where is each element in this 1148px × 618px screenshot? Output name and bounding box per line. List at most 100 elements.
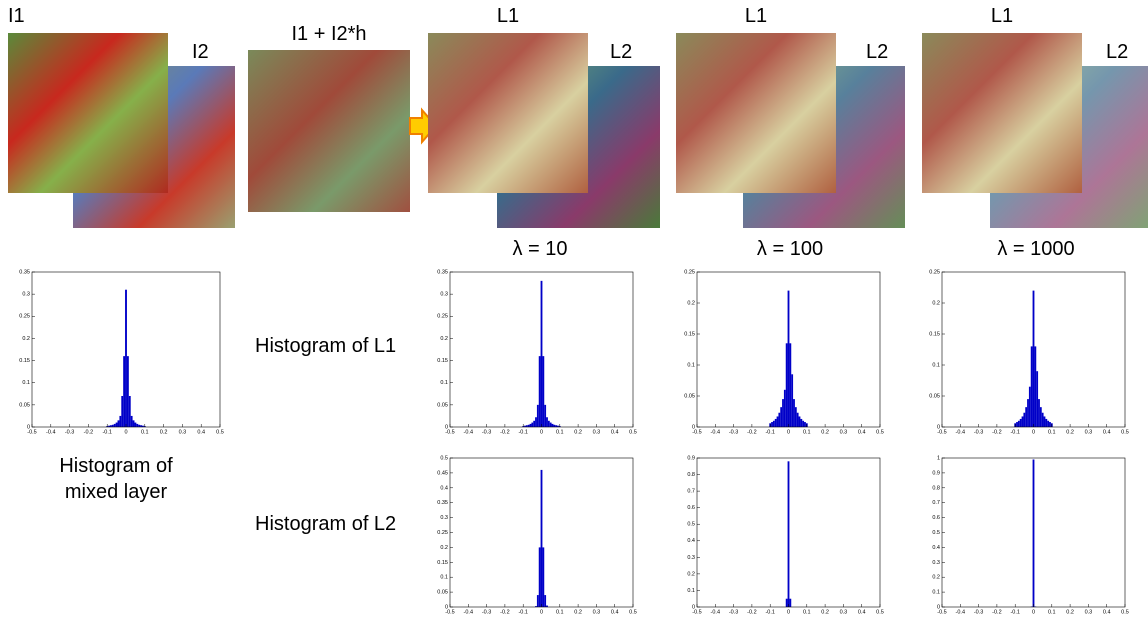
label: I1 (8, 5, 25, 27)
bar (785, 598, 788, 607)
bar (772, 420, 775, 427)
x-tick-label: 0.5 (876, 429, 884, 435)
y-tick-label: 0.3 (932, 560, 940, 566)
x-tick-label: -0.1 (518, 609, 527, 615)
bar (544, 595, 547, 607)
bar (119, 415, 122, 427)
x-tick-label: -0.2 (500, 429, 509, 435)
label: I1 + I2*h (291, 23, 366, 45)
bar (533, 420, 536, 427)
bar (1045, 418, 1048, 427)
bar (1034, 346, 1037, 427)
x-tick-label: 0.5 (1121, 609, 1129, 615)
x-tick-label: 0.1 (803, 609, 811, 615)
x-tick-label: -0.4 (711, 429, 720, 435)
y-tick-label: 0 (27, 424, 30, 430)
x-tick-label: -0.1 (765, 429, 774, 435)
x-tick-label: 0.3 (179, 429, 187, 435)
bar (785, 343, 788, 427)
x-tick-label: -0.5 (445, 429, 454, 435)
row-label: mixed layer (65, 481, 168, 503)
bar (547, 420, 550, 427)
image-i1 (8, 33, 168, 193)
x-tick-label: 0 (787, 609, 790, 615)
y-tick-label: 0.15 (437, 560, 448, 566)
y-tick-label: 0.15 (929, 331, 940, 337)
x-tick-label: -0.4 (464, 429, 473, 435)
y-tick-label: 0.05 (19, 402, 30, 408)
y-tick-label: 0.25 (19, 314, 30, 320)
bar (542, 547, 545, 607)
x-tick-label: 0.4 (858, 609, 866, 615)
bar (791, 374, 794, 427)
label: λ = 100 (757, 238, 823, 260)
x-tick-label: 0.4 (611, 609, 619, 615)
y-tick-label: 0.25 (437, 314, 448, 320)
x-tick-label: 0 (540, 429, 543, 435)
bar (536, 595, 539, 607)
bar (555, 425, 558, 427)
bar (804, 422, 806, 427)
x-tick-label: 0.3 (840, 429, 848, 435)
bar (549, 422, 552, 427)
bar (1032, 290, 1035, 427)
y-tick-label: 0.2 (932, 300, 940, 306)
x-tick-label: 0.5 (629, 609, 637, 615)
label: L2 (1106, 41, 1128, 63)
bar (1019, 418, 1022, 427)
bar (130, 415, 133, 427)
bar (115, 422, 118, 427)
bar (111, 424, 114, 427)
x-tick-label: -0.3 (482, 609, 491, 615)
y-tick-label: 0.05 (929, 393, 940, 399)
bar (538, 356, 541, 427)
x-tick-label: -0.1 (518, 429, 527, 435)
bar (123, 356, 126, 427)
bar (1049, 422, 1051, 427)
bar (782, 399, 784, 427)
y-tick-label: 0.25 (437, 530, 448, 536)
bar (117, 420, 120, 427)
y-tick-label: 0.4 (440, 485, 448, 491)
x-tick-label: 0.1 (556, 609, 564, 615)
x-tick-label: 0.1 (803, 429, 811, 435)
y-tick-label: 0 (692, 424, 695, 430)
label: λ = 10 (512, 238, 567, 260)
y-tick-label: 0.35 (437, 500, 448, 506)
bar (789, 598, 792, 607)
y-tick-label: 0.2 (932, 575, 940, 581)
x-tick-label: 0.3 (1085, 429, 1093, 435)
bar (796, 412, 799, 427)
bar (1021, 416, 1024, 427)
x-tick-label: -0.3 (974, 429, 983, 435)
bar (134, 422, 137, 427)
bar (525, 425, 528, 427)
label: L1 (497, 5, 519, 27)
bar (793, 399, 795, 427)
bar (1028, 386, 1031, 427)
y-tick-label: 0.5 (932, 530, 940, 536)
x-tick-label: 0.1 (556, 429, 564, 435)
bar (110, 425, 112, 427)
bar (141, 425, 144, 427)
y-tick-label: 0.05 (437, 590, 448, 596)
bar (787, 461, 790, 607)
y-tick-label: 0.1 (440, 380, 448, 386)
y-tick-label: 0.35 (437, 269, 448, 275)
x-tick-label: 0.2 (574, 429, 582, 435)
x-tick-label: -0.2 (992, 429, 1001, 435)
label: L2 (866, 41, 888, 63)
y-tick-label: 0 (937, 424, 940, 430)
y-tick-label: 0.6 (932, 515, 940, 521)
bar (125, 289, 127, 427)
x-tick-label: 0 (540, 609, 543, 615)
x-tick-label: 0.4 (1103, 429, 1111, 435)
bar (1041, 412, 1044, 427)
image-l1 (922, 33, 1082, 193)
x-tick-label: 0.4 (611, 429, 619, 435)
y-tick-label: 0.7 (932, 500, 940, 506)
x-tick-label: 0.2 (574, 609, 582, 615)
bar (789, 343, 792, 427)
x-tick-label: -0.3 (65, 429, 74, 435)
